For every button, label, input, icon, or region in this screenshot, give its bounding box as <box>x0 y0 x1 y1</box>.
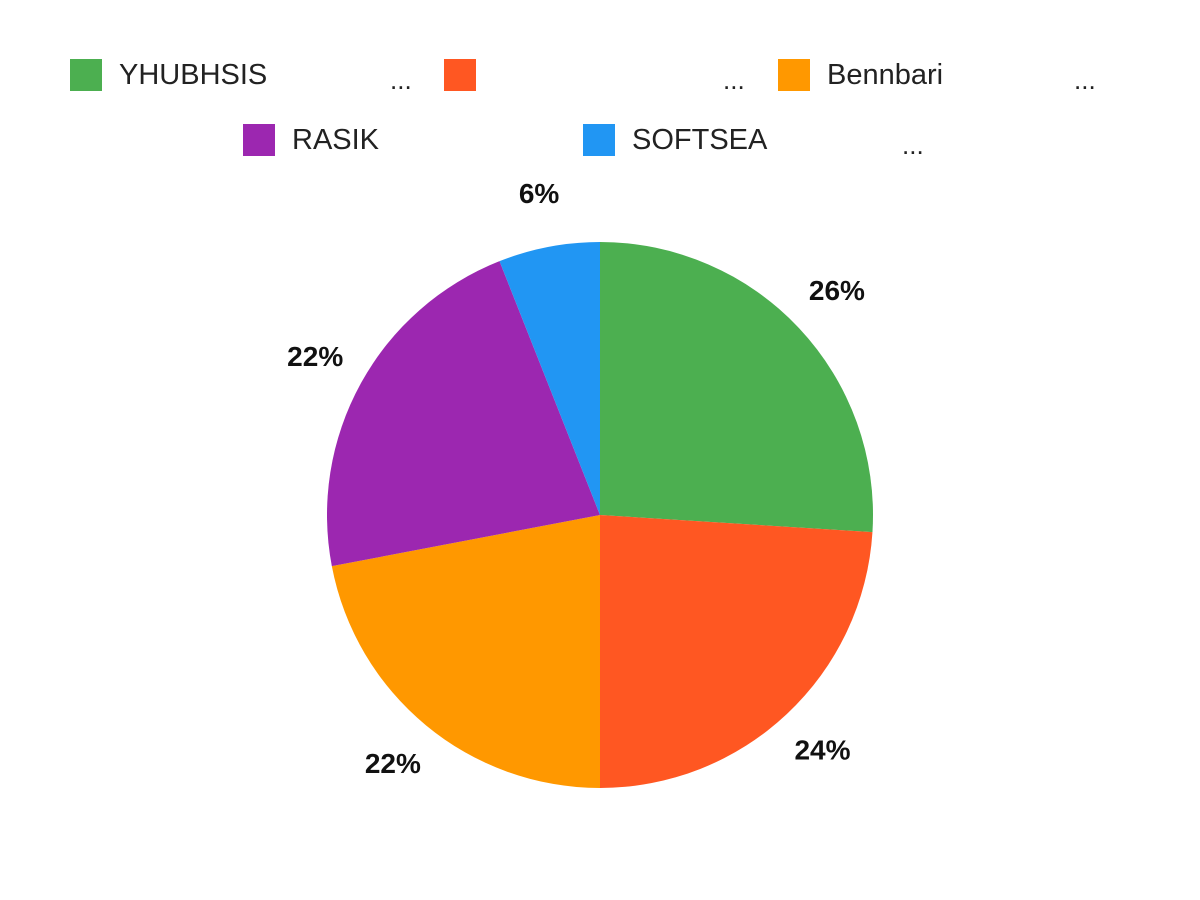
slice-data-label: 26% <box>809 275 865 306</box>
slice-data-label: 22% <box>365 748 421 779</box>
legend-label: YHUBHSIS <box>119 59 268 91</box>
legend-ellipsis: ... <box>390 65 412 95</box>
legend-ellipsis: ... <box>902 130 924 160</box>
legend-swatch <box>444 59 476 91</box>
legend-label: Bennbari <box>827 59 944 91</box>
legend-swatch <box>778 59 810 91</box>
pie-slice-bennbari[interactable] <box>331 515 600 788</box>
legend-swatch <box>70 59 102 91</box>
legend-ellipsis: ... <box>723 65 745 95</box>
pie-slice-rasik[interactable] <box>326 261 600 567</box>
slice-data-label: 24% <box>794 734 850 765</box>
pie-slice-softsea[interactable] <box>499 242 600 515</box>
legend-swatch <box>243 124 275 156</box>
slice-data-label: 22% <box>287 341 343 372</box>
pie-slice-unnamed[interactable] <box>600 515 873 788</box>
legend-label: SOFTSEA <box>632 124 768 156</box>
legend-swatch <box>583 124 615 156</box>
pie-slice-yhubhsis[interactable] <box>600 242 873 533</box>
slice-data-label: 6% <box>519 178 560 209</box>
legend-label: RASIK <box>292 124 380 156</box>
legend-ellipsis: ... <box>1074 65 1096 95</box>
